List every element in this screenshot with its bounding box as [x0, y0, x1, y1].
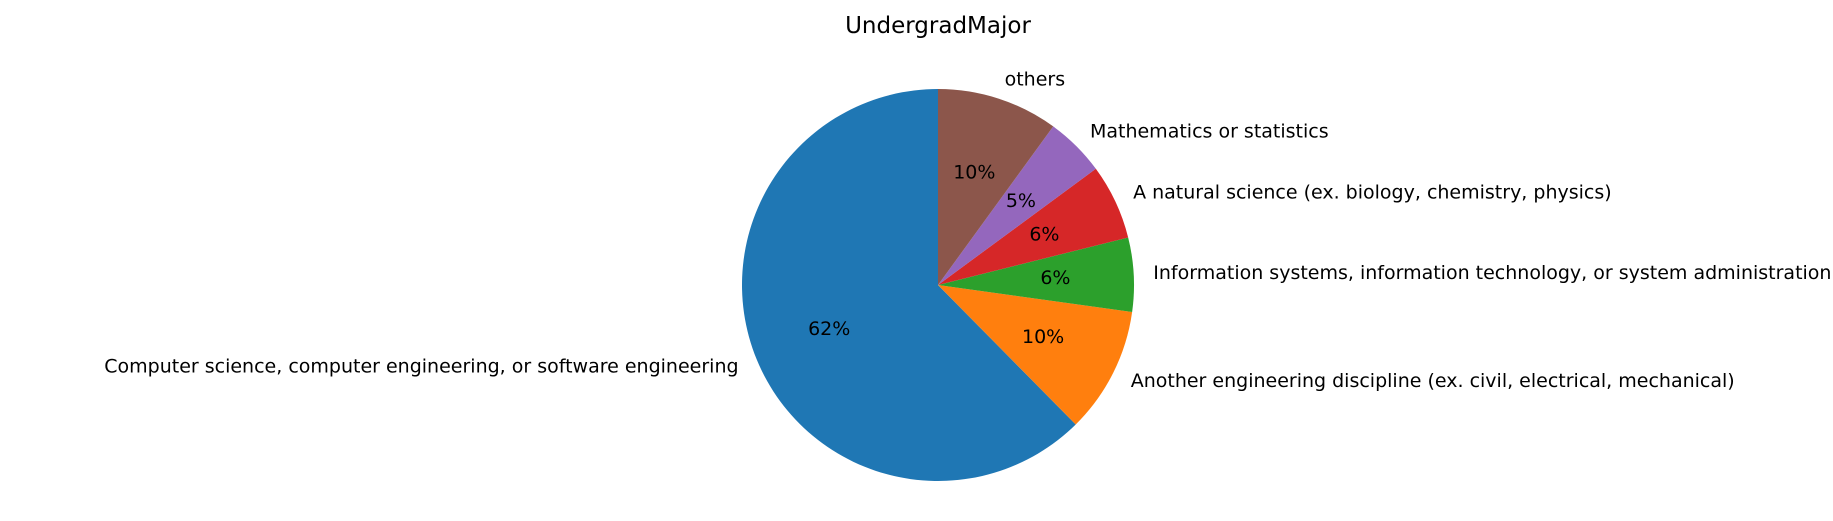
slice-label: others	[1005, 68, 1066, 90]
slice-label: Another engineering discipline (ex. civi…	[1131, 370, 1735, 392]
slice-percent-label: 10%	[1022, 326, 1064, 348]
slice-label: A natural science (ex. biology, chemistr…	[1133, 182, 1612, 204]
pie-slice	[938, 126, 1096, 285]
pie-slice	[938, 237, 1134, 313]
slice-percent-label: 5%	[1006, 190, 1036, 212]
slice-percent-label: 10%	[953, 162, 995, 184]
slice-label: Information systems, information technol…	[1153, 262, 1831, 284]
slice-percent-labels: 62% 10% 6% 6% 5% 10%	[808, 162, 1070, 349]
pie-slice	[741, 89, 1076, 482]
slice-percent-label: 62%	[808, 318, 850, 340]
slice-label: Mathematics or statistics	[1090, 121, 1329, 143]
chart-title: UndergradMajor	[845, 13, 1031, 39]
slice-percent-label: 6%	[1029, 223, 1059, 245]
pie-slices	[741, 89, 1134, 482]
slice-labels: Computer science, computer engineering, …	[104, 68, 1831, 392]
slice-label: Computer science, computer engineering, …	[104, 355, 738, 377]
pie-slice	[938, 285, 1133, 425]
slice-percent-label: 6%	[1040, 267, 1070, 289]
pie-slice	[938, 89, 1054, 285]
pie-slice	[938, 168, 1129, 285]
